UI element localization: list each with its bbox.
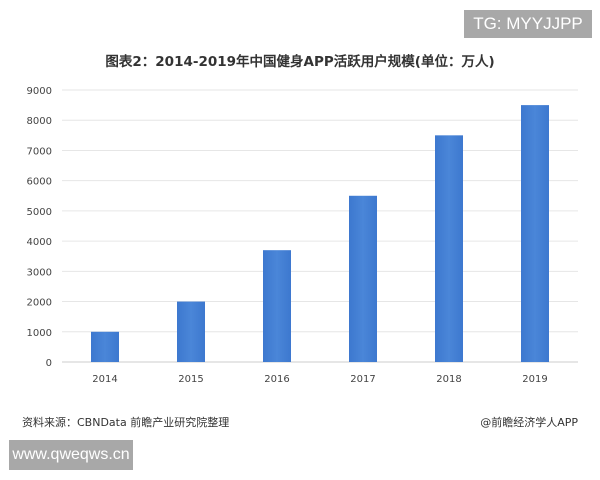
x-tick-label: 2015 — [178, 374, 203, 385]
bar-2016 — [263, 250, 291, 362]
y-tick-label: 9000 — [27, 86, 52, 97]
x-tick-label: 2016 — [264, 374, 289, 385]
y-tick-label: 0 — [46, 358, 52, 369]
credit-note: @前瞻经济学人APP — [480, 416, 578, 429]
y-tick-label: 8000 — [27, 116, 52, 127]
watermark-bottom: www.qweqws.cn — [9, 440, 133, 470]
bar-2019 — [521, 105, 549, 362]
y-tick-label: 7000 — [27, 146, 52, 157]
bar-2014 — [91, 331, 119, 362]
y-tick-label: 6000 — [27, 177, 52, 188]
chart-title: 图表2：2014-2019年中国健身APP活跃用户规模(单位：万人) — [105, 54, 495, 70]
bar-2015 — [177, 301, 205, 362]
x-tick-label: 2018 — [436, 374, 461, 385]
watermark-top: TG: MYYJJPP — [464, 10, 592, 38]
y-tick-label: 5000 — [27, 207, 52, 218]
source-note: 资料来源：CBNData 前瞻产业研究院整理 — [22, 416, 230, 429]
x-tick-label: 2014 — [92, 374, 117, 385]
y-tick-label: 1000 — [27, 328, 52, 339]
y-tick-label: 4000 — [27, 237, 52, 248]
x-tick-label: 2017 — [350, 374, 375, 385]
y-tick-label: 2000 — [27, 298, 52, 309]
x-tick-label: 2019 — [522, 374, 547, 385]
bar-2018 — [435, 135, 463, 362]
bar-2017 — [349, 195, 377, 362]
y-tick-label: 3000 — [27, 267, 52, 278]
